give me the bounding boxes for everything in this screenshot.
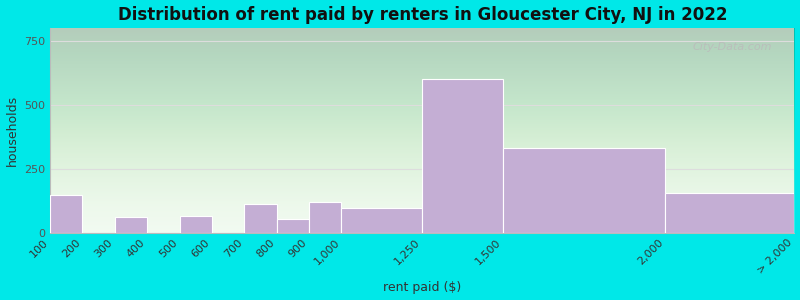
Title: Distribution of rent paid by renters in Gloucester City, NJ in 2022: Distribution of rent paid by renters in … [118, 6, 727, 24]
Bar [342, 208, 422, 232]
Y-axis label: households: households [6, 95, 18, 166]
Bar [244, 204, 277, 232]
Bar [115, 217, 147, 232]
Bar [422, 79, 503, 232]
Bar [50, 196, 82, 232]
Bar [179, 216, 212, 232]
Bar [277, 218, 309, 233]
Bar [309, 202, 342, 232]
X-axis label: rent paid ($): rent paid ($) [383, 281, 462, 294]
Bar [503, 148, 665, 232]
Bar [665, 193, 794, 232]
Text: City-Data.com: City-Data.com [693, 42, 772, 52]
